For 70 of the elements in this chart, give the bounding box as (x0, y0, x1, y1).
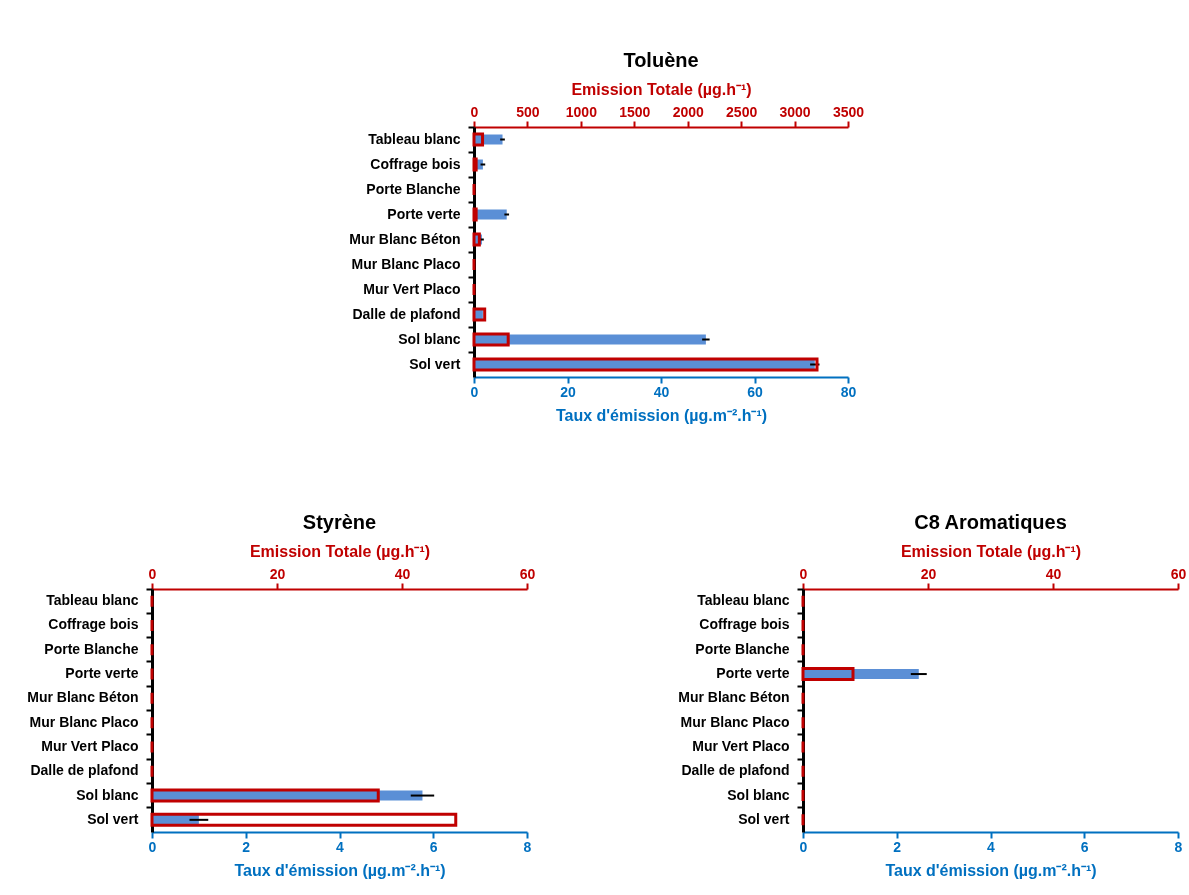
y-tick-label: Sol blanc (398, 330, 461, 347)
x2-axis-title: Emission Totale (µg.h⁻¹) (571, 80, 752, 98)
y-tick-label: Coffrage bois (370, 155, 461, 172)
x2-tick-label: 40 (394, 565, 411, 582)
y-tick-label: Porte Blanche (695, 640, 790, 657)
y-tick-label: Mur Vert Placo (41, 737, 139, 754)
y-tick-label: Sol vert (409, 355, 461, 372)
y-tick-label: Sol blanc (76, 786, 139, 803)
x2-tick-label: 500 (516, 103, 540, 120)
x2-tick-label: 60 (519, 565, 536, 582)
y-tick-label: Mur Blanc Placo (29, 713, 139, 730)
x-tick-label: 6 (1080, 838, 1089, 855)
x-tick-label: 2 (242, 838, 251, 855)
x2-tick-label: 2500 (726, 103, 758, 120)
x2-tick-label: 1500 (619, 103, 651, 120)
y-tick-label: Mur Vert Placo (692, 737, 790, 754)
y-tick-label: Sol vert (87, 810, 139, 827)
x2-tick-label: 60 (1170, 565, 1187, 582)
y-tick-label: Sol vert (738, 810, 790, 827)
x-axis-title: Taux d'émission (µg.m⁻².h⁻¹) (234, 861, 446, 879)
x2-tick-label: 3500 (832, 103, 865, 120)
chart-title: Styrène (302, 511, 377, 533)
y-tick-label: Dalle de plafond (352, 305, 461, 322)
y-tick-label: Coffrage bois (48, 616, 139, 633)
x-tick-label: 80 (840, 383, 857, 400)
x2-tick-label: 0 (470, 103, 479, 120)
x2-tick-label: 20 (269, 565, 286, 582)
x2-tick-label: 40 (1045, 565, 1062, 582)
y-tick-label: Mur Blanc Placo (680, 713, 790, 730)
y-tick-label: Tableau blanc (368, 130, 461, 147)
y-tick-label: Coffrage bois (699, 616, 790, 633)
x-tick-label: 40 (653, 383, 670, 400)
y-tick-label: Mur Blanc Béton (678, 689, 790, 706)
y-tick-label: Mur Blanc Béton (349, 230, 461, 247)
x-tick-label: 0 (470, 383, 479, 400)
x2-tick-label: 3000 (779, 103, 811, 120)
y-tick-label: Mur Blanc Placo (351, 255, 461, 272)
y-tick-label: Dalle de plafond (681, 762, 790, 779)
y-tick-label: Tableau blanc (46, 592, 139, 609)
x-tick-label: 6 (429, 838, 438, 855)
y-tick-label: Dalle de plafond (30, 762, 139, 779)
x-tick-label: 0 (799, 838, 808, 855)
x2-tick-label: 0 (799, 565, 808, 582)
y-tick-label: Porte verte (716, 665, 790, 682)
x-tick-label: 60 (747, 383, 763, 400)
x-axis-title: Taux d'émission (µg.m⁻².h⁻¹) (885, 861, 1097, 879)
x2-axis-title: Emission Totale (µg.h⁻¹) (900, 542, 1082, 560)
x-axis-title: Taux d'émission (µg.m⁻².h⁻¹) (555, 406, 768, 424)
y-tick-label: Sol blanc (727, 786, 790, 803)
x-tick-label: 4 (987, 838, 996, 855)
x2-tick-label: 2000 (672, 103, 704, 120)
x-tick-label: 8 (1174, 838, 1183, 855)
x2-axis-title: Emission Totale (µg.h⁻¹) (249, 542, 431, 560)
y-tick-label: Porte Blanche (366, 180, 461, 197)
y-tick-label: Mur Vert Placo (363, 280, 461, 297)
x2-tick-label: 1000 (565, 103, 598, 120)
x-tick-label: 20 (560, 383, 576, 400)
y-tick-label: Tableau blanc (697, 592, 790, 609)
x-tick-label: 2 (893, 838, 902, 855)
x-tick-label: 0 (148, 838, 157, 855)
x2-tick-label: 20 (920, 565, 937, 582)
y-tick-label: Porte Blanche (44, 640, 139, 657)
x-tick-label: 4 (336, 838, 345, 855)
chart-title: Toluène (623, 49, 699, 71)
x2-tick-label: 0 (148, 565, 157, 582)
chart-title: C8 Aromatiques (914, 511, 1067, 533)
y-tick-label: Porte verte (65, 665, 139, 682)
y-tick-label: Porte verte (387, 205, 461, 222)
x-tick-label: 8 (523, 838, 532, 855)
y-tick-label: Mur Blanc Béton (27, 689, 139, 706)
